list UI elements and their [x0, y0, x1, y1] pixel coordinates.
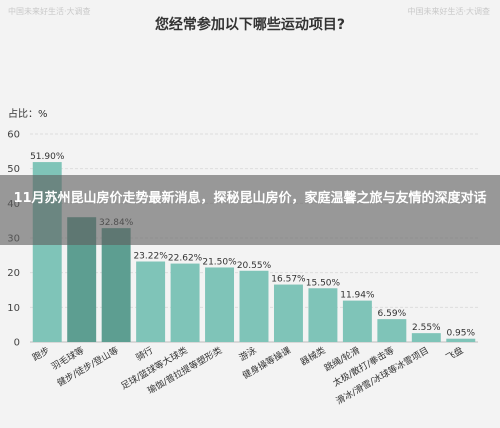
x-tick-label: 跑步: [30, 344, 52, 363]
y-tick-label: 0: [14, 338, 20, 349]
data-label: 11.94%: [340, 291, 375, 301]
y-tick-label: 60: [7, 130, 20, 141]
data-label: 16.57%: [271, 275, 306, 285]
headline-text: 11月苏州昆山房价走势最新消息，探秘昆山房价，家庭温馨之旅与友情的深度对话: [13, 191, 487, 206]
data-label: 15.50%: [306, 278, 341, 288]
data-label: 21.50%: [202, 257, 237, 267]
watermark-left: 中国未来好生活·大调查: [8, 7, 91, 16]
y-axis-caption: 占比：%: [8, 109, 48, 120]
bar: [273, 284, 303, 342]
x-tick-label: 骑行: [134, 344, 156, 363]
data-label: 22.62%: [168, 254, 203, 264]
bar: [136, 261, 166, 342]
y-tick-label: 20: [7, 268, 20, 279]
watermark-right: 中国未来好生活·大调查: [407, 7, 490, 16]
data-label: 6.59%: [378, 309, 407, 319]
bar: [239, 270, 269, 342]
bar: [411, 333, 441, 342]
data-label: 2.55%: [412, 323, 441, 333]
data-label: 20.55%: [237, 261, 272, 271]
bar: [205, 267, 235, 342]
bar: [101, 228, 131, 342]
x-tick-label: 飞盘: [444, 344, 466, 363]
y-tick-label: 50: [7, 164, 20, 175]
y-tick-label: 10: [7, 303, 20, 314]
bar: [308, 288, 338, 342]
bar: [170, 263, 200, 342]
x-tick-label: 游泳: [237, 344, 259, 363]
bar: [342, 300, 372, 342]
data-label: 51.90%: [30, 152, 65, 162]
bar: [446, 338, 476, 342]
headline-overlay: [0, 175, 500, 245]
data-label: 23.22%: [133, 252, 168, 262]
bar: [377, 319, 407, 342]
data-label: 0.95%: [446, 329, 475, 339]
chart-title: 您经常参加以下哪些运动项目?: [154, 17, 346, 33]
